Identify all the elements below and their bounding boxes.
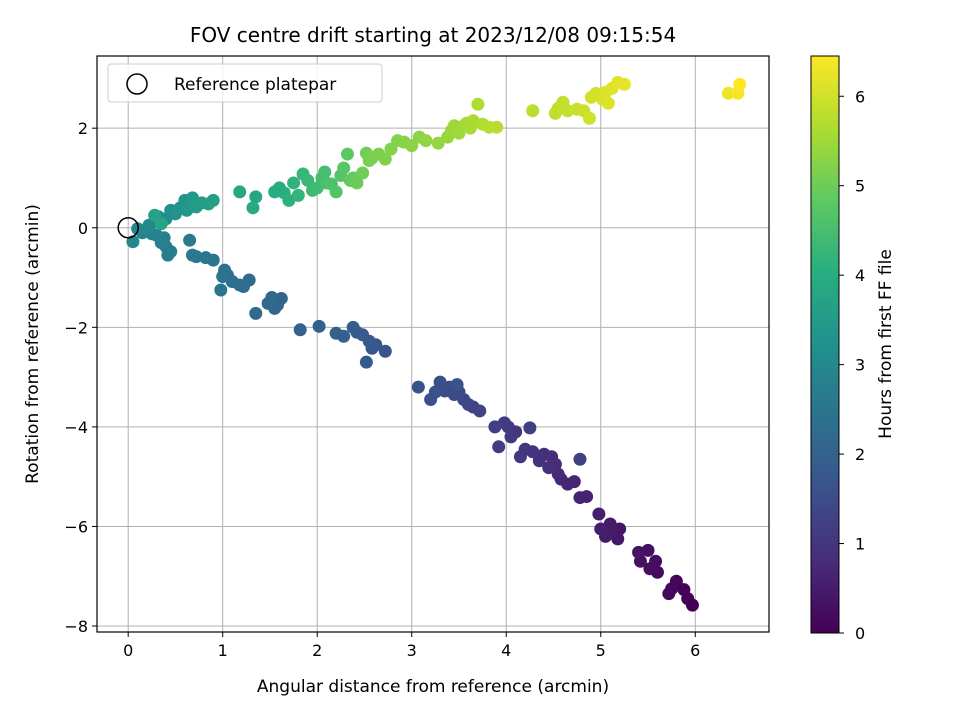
data-point [594, 522, 608, 536]
reference-marker [117, 217, 139, 239]
legend-entry-reference: Reference platepar [174, 75, 336, 95]
colorbar-tick-label: 5 [855, 177, 865, 196]
data-point [405, 139, 419, 153]
data-point [573, 491, 587, 505]
data-point [551, 467, 565, 481]
data-point [350, 176, 364, 190]
data-point [329, 326, 343, 340]
data-point [249, 306, 263, 320]
y-tick-label: −6 [64, 517, 88, 536]
x-tick-label: 3 [407, 641, 417, 660]
colorbar-tick-label: 4 [855, 266, 865, 285]
y-tick-label: −2 [64, 318, 88, 337]
data-point [492, 440, 506, 454]
data-point [433, 375, 447, 389]
data-point [643, 562, 657, 576]
data-point [677, 583, 691, 597]
data-point [450, 378, 464, 392]
plot-frame [96, 55, 770, 633]
y-axis-ticks: −8 −6 −4 −2 0 2 [64, 119, 97, 636]
colorbar-tick-label: 0 [855, 624, 865, 643]
data-point [526, 104, 540, 118]
data-point [573, 452, 587, 466]
data-point [185, 248, 199, 262]
y-tick-label: 0 [78, 219, 88, 238]
data-point [246, 201, 260, 215]
data-point [411, 380, 425, 394]
y-axis-label: Rotation from reference (arcmin) [23, 204, 43, 484]
x-tick-label: 2 [312, 641, 322, 660]
x-tick-label: 1 [218, 641, 228, 660]
legend-box [107, 63, 383, 103]
colorbar-tick-label: 1 [855, 535, 865, 554]
data-point [356, 166, 370, 180]
data-point [261, 296, 275, 310]
data-point [291, 188, 305, 202]
data-point [346, 320, 360, 334]
data-point [582, 111, 596, 125]
data-point [287, 176, 301, 190]
data-point [431, 136, 445, 150]
legend-marker [126, 73, 148, 95]
data-point [183, 233, 197, 247]
colorbar: 0 1 2 3 4 5 6 Hours from first FF file [810, 55, 896, 643]
y-tick-label: 2 [78, 119, 88, 138]
x-tick-label: 0 [123, 641, 133, 660]
data-point [601, 96, 615, 110]
data-point [199, 251, 213, 265]
y-tick-label: −4 [64, 418, 88, 437]
colorbar-ticks: 0 1 2 3 4 5 6 [839, 87, 865, 643]
colorbar-tick-label: 2 [855, 445, 865, 464]
data-point [424, 393, 438, 407]
data-point [617, 77, 631, 91]
x-tick-label: 5 [596, 641, 606, 660]
data-point [301, 173, 315, 187]
data-points [117, 75, 747, 612]
data-point [592, 507, 606, 521]
data-point [340, 147, 354, 161]
data-point [154, 217, 168, 231]
data-point [216, 270, 230, 284]
data-point [662, 587, 676, 601]
colorbar-gradient [810, 55, 840, 634]
data-point [312, 319, 326, 333]
data-point [488, 420, 502, 434]
data-point [214, 283, 228, 297]
data-point [419, 134, 433, 148]
data-point [471, 97, 485, 111]
data-point [359, 355, 373, 369]
data-point [542, 461, 556, 475]
x-axis-ticks: 0 1 2 3 4 5 6 [123, 632, 700, 660]
chart-title: FOV centre drift starting at 2023/12/08 … [190, 23, 676, 47]
data-point [378, 344, 392, 358]
data-point [293, 323, 307, 337]
data-point [329, 185, 343, 199]
data-point [490, 120, 504, 134]
x-tick-label: 4 [501, 641, 511, 660]
data-point [378, 152, 392, 166]
colorbar-tick-label: 6 [855, 87, 865, 106]
data-point [318, 165, 332, 179]
data-point [233, 185, 247, 199]
data-point [632, 545, 646, 559]
x-tick-label: 6 [690, 641, 700, 660]
legend: Reference platepar [107, 63, 383, 103]
data-point [126, 235, 140, 249]
data-point [523, 421, 537, 435]
colorbar-tick-label: 3 [855, 356, 865, 375]
data-point [337, 161, 351, 175]
data-point [532, 454, 546, 468]
data-point [504, 430, 518, 444]
data-point [733, 77, 747, 91]
x-axis-label: Angular distance from reference (arcmin) [257, 677, 609, 697]
data-point [513, 450, 527, 464]
data-point [249, 190, 263, 204]
data-point [206, 193, 220, 207]
gridlines [97, 56, 769, 632]
colorbar-label: Hours from first FF file [876, 249, 896, 439]
y-tick-label: −8 [64, 617, 88, 636]
data-point [721, 86, 735, 100]
